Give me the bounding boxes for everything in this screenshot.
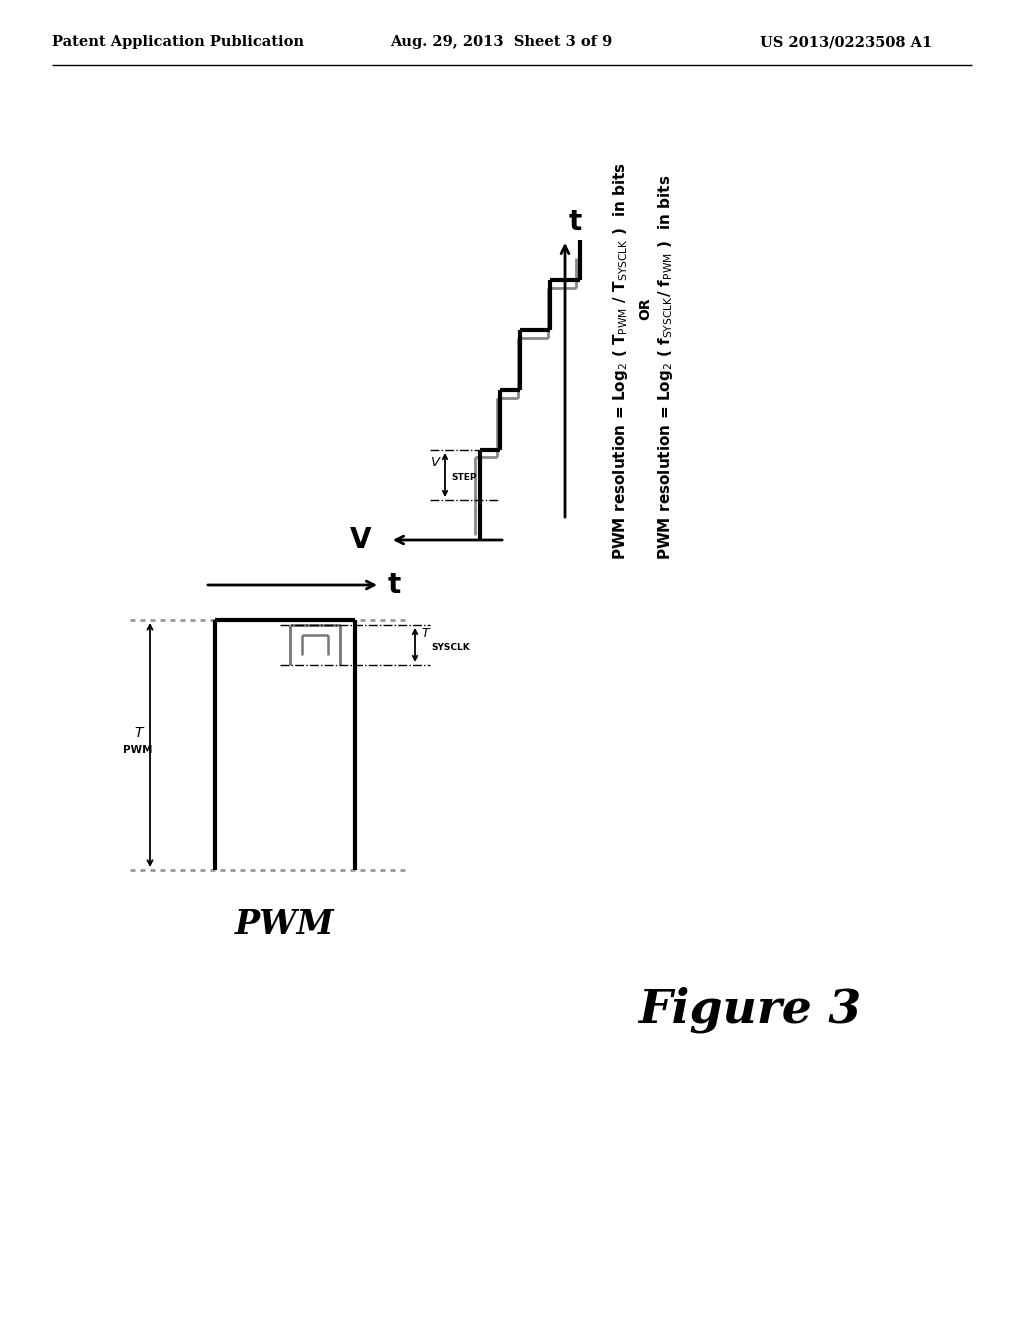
Text: PWM resolution = Log$_2$ ( f$_{\mathsf{SYSCLK}}$/ f$_{\mathsf{PWM}}$ )  in bits: PWM resolution = Log$_2$ ( f$_{\mathsf{S… <box>656 174 675 560</box>
Text: SYSCLK: SYSCLK <box>431 643 470 652</box>
Text: Aug. 29, 2013  Sheet 3 of 9: Aug. 29, 2013 Sheet 3 of 9 <box>390 36 612 49</box>
Text: $T$: $T$ <box>133 726 145 741</box>
Text: PWM: PWM <box>236 908 335 941</box>
Text: $\mathbf{t}$: $\mathbf{t}$ <box>387 572 401 599</box>
Text: STEP: STEP <box>451 473 476 482</box>
Text: $T$: $T$ <box>421 627 431 640</box>
Text: $\mathbf{t}$: $\mathbf{t}$ <box>568 209 583 236</box>
Text: PWM: PWM <box>124 744 153 755</box>
Text: OR: OR <box>638 297 652 319</box>
Text: Figure 3: Figure 3 <box>638 987 861 1034</box>
Text: $V$: $V$ <box>430 455 442 469</box>
Text: $\mathbf{V}$: $\mathbf{V}$ <box>348 525 372 554</box>
Text: US 2013/0223508 A1: US 2013/0223508 A1 <box>760 36 932 49</box>
Text: PWM resolution = Log$_2$ ( T$_{\mathsf{PWM}}$ / T$_{\mathsf{SYSCLK}}$ )  in bits: PWM resolution = Log$_2$ ( T$_{\mathsf{P… <box>611 162 630 560</box>
Text: Patent Application Publication: Patent Application Publication <box>52 36 304 49</box>
